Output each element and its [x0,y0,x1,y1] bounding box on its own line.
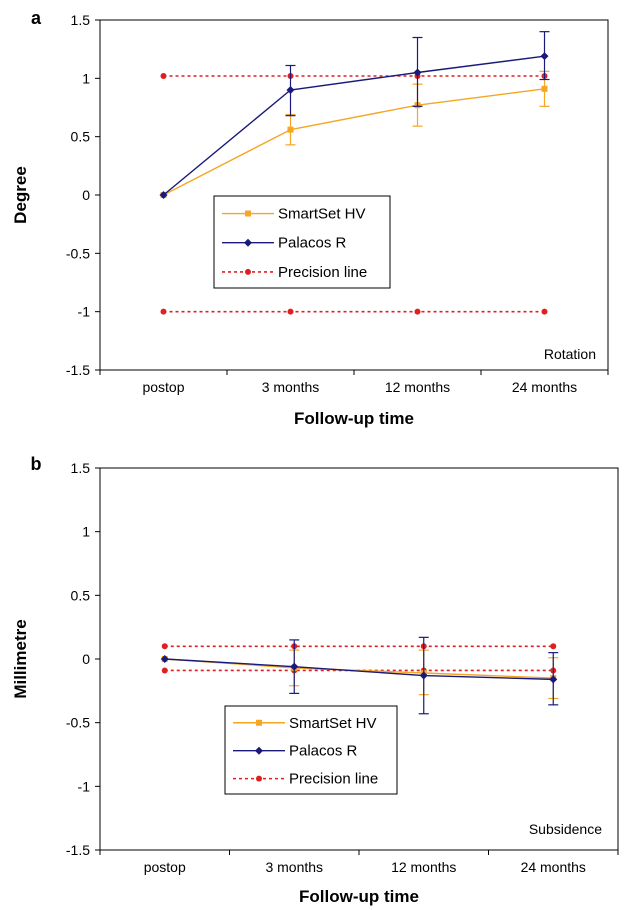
y-tick-label: -1.5 [66,842,90,858]
legend-label: SmartSet HV [278,206,366,223]
data-point [160,308,167,315]
legend-marker [245,268,251,275]
data-point [287,126,294,133]
data-point [540,52,549,61]
legend-marker [256,719,262,726]
data-point [414,308,421,315]
legend-marker [244,238,252,247]
y-tick-label: 1.5 [71,460,91,476]
y-tick-label: -0.5 [66,715,90,731]
chart-annotation: Rotation [544,346,596,362]
x-tick-label: postop [142,379,184,395]
y-tick-label: -0.5 [66,245,90,261]
legend: SmartSet HV Palacos R Precision line [213,195,391,289]
panel-letter: a [31,8,42,28]
x-tick-label: 12 months [391,859,456,875]
legend: SmartSet HV Palacos R Precision line [224,705,398,795]
data-point [541,85,548,92]
y-tick-label: 0 [82,651,90,667]
y-tick-label: 1.5 [71,12,91,28]
data-point [413,68,422,77]
x-axis-title: Follow-up time [294,409,414,428]
series-line [163,88,545,196]
data-point [286,86,295,94]
plot-area [99,19,609,371]
y-tick-label: -1 [78,304,91,320]
legend-label: Palacos R [278,235,347,252]
series-palacos-r [160,636,559,715]
series-precision-line [161,643,557,650]
legend-label: Palacos R [289,743,358,760]
y-tick-label: 0.5 [71,587,91,603]
data-point [159,191,168,199]
data-point [161,643,168,650]
data-point [160,655,169,663]
x-tick-label: postop [144,859,186,875]
series-palacos-r [159,31,550,199]
x-tick-label: 24 months [512,379,577,395]
chart-panel-a: a 1.5 1 0.5 0 -0.5 -1 -1.5 postop 3 months 12 mont… [11,8,609,428]
y-tick-label: 0 [82,187,90,203]
x-tick-label: 24 months [521,859,586,875]
x-axis-title: Follow-up time [299,887,419,906]
legend-marker [255,746,263,755]
data-point [550,643,557,650]
legend-marker [245,210,251,217]
x-tick-label: 12 months [385,379,450,395]
legend-label: Precision line [278,264,367,281]
data-point [161,667,168,674]
chart-annotation: Subsidence [529,821,602,837]
y-tick-label: -1 [78,778,91,794]
panel-letter: b [31,454,42,474]
data-point [541,308,548,315]
legend-label: SmartSet HV [289,715,377,732]
series-precision-line [160,308,548,315]
series-line [164,658,554,681]
legend-label: Precision line [289,771,378,788]
data-point [290,662,299,671]
y-tick-label: -1.5 [66,362,90,378]
y-tick-label: 1 [82,70,90,86]
x-tick-label: 3 months [262,379,320,395]
data-point [287,308,294,315]
data-point [160,73,167,79]
x-tick-label: 3 months [265,859,323,875]
legend-box [213,195,391,289]
y-tick-label: 1 [82,524,90,540]
legend-marker [256,775,262,782]
y-axis-title: Millimetre [11,619,30,698]
series-line [163,55,545,196]
data-point [419,671,428,680]
data-point [549,675,558,684]
y-tick-label: 0.5 [71,129,91,145]
y-axis-title: Degree [11,166,30,224]
chart-panel-b: b 1.5 1 0.5 0 -0.5 -1 -1.5 postop 3 months 12 mont… [11,454,619,906]
